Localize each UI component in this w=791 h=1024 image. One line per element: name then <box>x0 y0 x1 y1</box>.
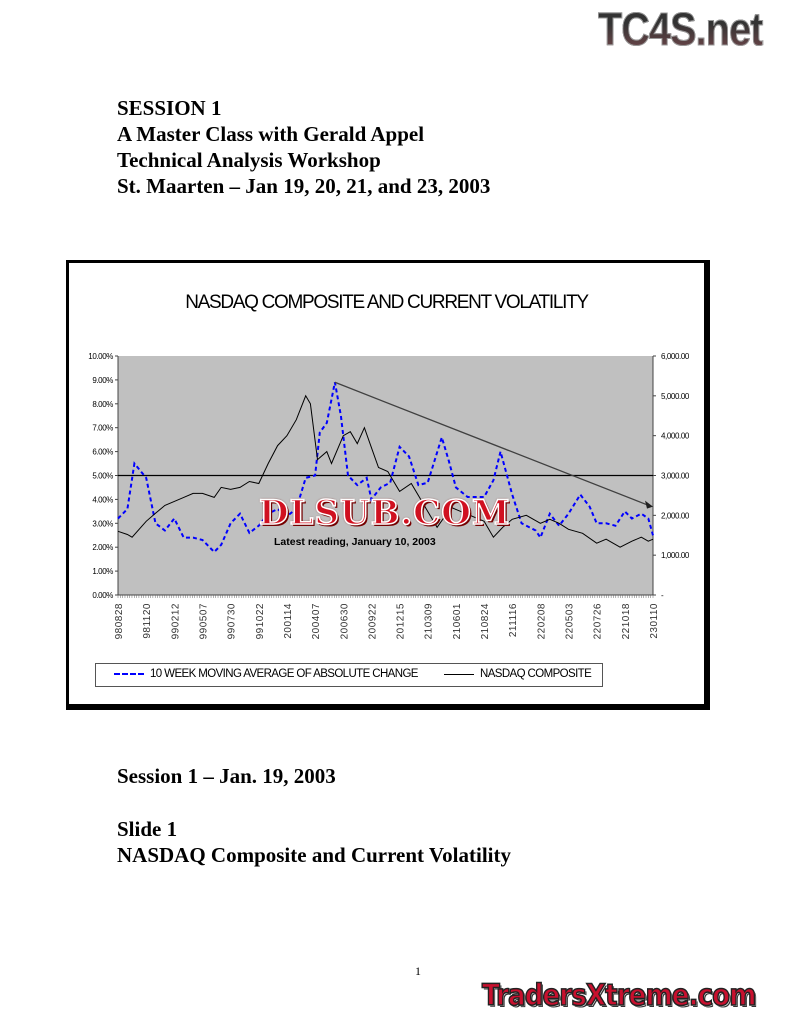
y-right-tick-label: 4,000.00 <box>661 432 690 441</box>
y-left-tick-label: 3.00% <box>92 519 113 528</box>
chart: NASDAQ COMPOSITE AND CURRENT VOLATILITY … <box>66 260 710 710</box>
y-right-tick-label: 5,000.00 <box>661 392 690 401</box>
chart-title: NASDAQ COMPOSITE AND CURRENT VOLATILITY <box>185 292 589 313</box>
legend-label: NASDAQ COMPOSITE <box>480 668 592 680</box>
y-right-tick-label: 6,000.00 <box>661 352 690 361</box>
y-left-tick-label: 7.00% <box>92 424 113 433</box>
chart-legend: 10 WEEK MOVING AVERAGE OF ABSOLUTE CHANG… <box>95 663 603 687</box>
trend-line <box>334 381 650 507</box>
heading-line: St. Maarten – Jan 19, 20, 21, and 23, 20… <box>117 174 491 198</box>
heading-line: SESSION 1 <box>117 96 222 120</box>
x-tick-label: 210601 <box>452 603 463 639</box>
x-tick-label: 210309 <box>424 603 435 639</box>
page-number: 1 <box>415 964 421 978</box>
y-left-tick-label: 2.00% <box>92 543 113 552</box>
slide-title: NASDAQ Composite and Current Volatility <box>117 843 511 867</box>
watermark-tradersxtreme: TradersXtreme.com <box>481 977 757 1013</box>
chart-annotation: Latest reading, January 10, 2003 <box>274 536 436 548</box>
watermark-dlsub: DLSUB.COM <box>258 492 511 534</box>
legend-item-nasdaq: NASDAQ COMPOSITE <box>444 668 592 680</box>
heading-line: Technical Analysis Workshop <box>117 148 381 172</box>
legend-item-volatility: 10 WEEK MOVING AVERAGE OF ABSOLUTE CHANG… <box>114 668 418 680</box>
trend-arrow-icon <box>645 500 653 509</box>
x-tick-label: 200922 <box>367 603 378 639</box>
x-tick-label: 200407 <box>311 603 322 639</box>
y-right-tick-label: 1,000.00 <box>661 551 690 560</box>
x-tick-label: 201215 <box>396 603 407 639</box>
y-left-tick-label: 5.00% <box>92 472 113 481</box>
x-tick-label: 200630 <box>339 603 350 639</box>
y-right-tick-label: 2,000.00 <box>661 511 690 520</box>
watermark-tc4s: TC4S.net <box>598 3 764 56</box>
x-tick-label: 990212 <box>170 603 181 639</box>
y-left-tick-label: 0.00% <box>92 591 113 600</box>
chart-svg: 0.00% 1.00% 2.00% 3.00% 4.00% 5.00% 6.00% 7.00%… <box>88 352 690 639</box>
x-tick-label: 220208 <box>536 603 547 639</box>
volatility-line <box>117 382 654 554</box>
x-tick-label: 991022 <box>255 603 266 639</box>
legend-swatch-solid <box>444 673 474 675</box>
y-right-tick-label: - <box>661 591 664 600</box>
x-tick-label: 230110 <box>649 603 660 639</box>
x-tick-label: 981120 <box>142 603 153 639</box>
slide-number: Slide 1 <box>117 817 178 841</box>
session-line: Session 1 – Jan. 19, 2003 <box>117 764 336 788</box>
document-heading: SESSION 1 A Master Class with Gerald App… <box>117 95 490 199</box>
x-tick-label: 211116 <box>508 603 519 637</box>
x-tick-label: 990730 <box>227 603 238 639</box>
x-tick-label: 210824 <box>480 603 491 639</box>
y-left-tick-label: 6.00% <box>92 448 113 457</box>
x-tick-label: 220503 <box>565 603 576 639</box>
legend-swatch-dashed <box>114 673 144 675</box>
y-right-tick-label: 3,000.00 <box>661 472 690 481</box>
x-tick-label: 990507 <box>198 603 209 639</box>
y-left-tick-label: 9.00% <box>92 376 113 385</box>
x-tick-label: 200114 <box>283 603 294 639</box>
y-left-tick-label: 10.00% <box>88 352 113 361</box>
x-tick-label: 220726 <box>593 603 604 639</box>
y-left-tick-label: 1.00% <box>92 567 113 576</box>
y-left-tick-label: 8.00% <box>92 400 113 409</box>
x-tick-label: 221018 <box>621 603 632 639</box>
x-tick-label: 980828 <box>114 603 125 639</box>
legend-label: 10 WEEK MOVING AVERAGE OF ABSOLUTE CHANG… <box>150 668 418 680</box>
y-left-tick-label: 4.00% <box>92 495 113 504</box>
heading-line: A Master Class with Gerald Appel <box>117 122 425 146</box>
